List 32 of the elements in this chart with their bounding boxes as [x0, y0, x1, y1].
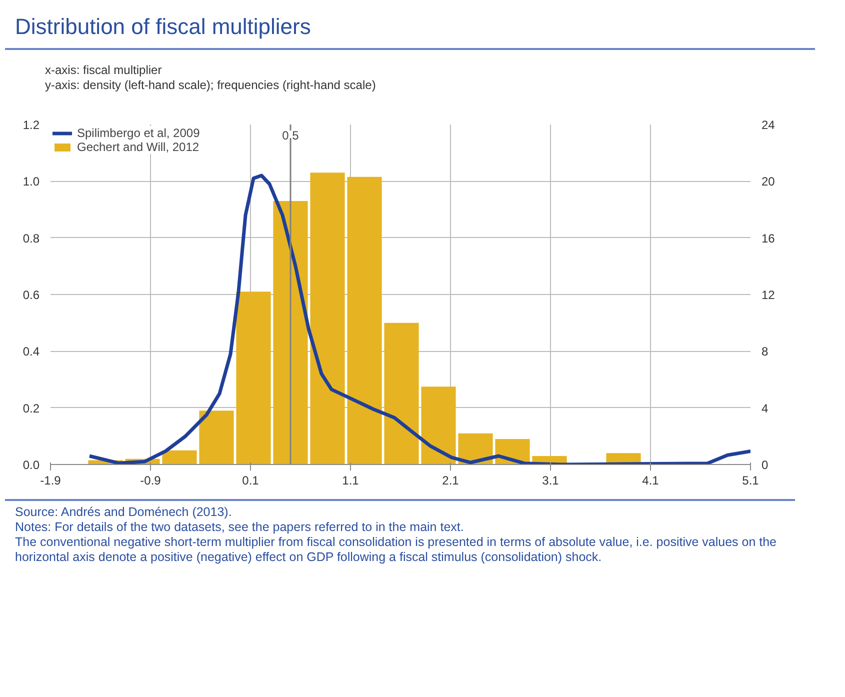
x-tick-label: -1.9 — [40, 474, 62, 488]
text: The conventional negative short-term multiplier from fiscal consolidation is presented in terms of absolute value, i.e. positive values on the horizontal axis denote a positive (negative) effect on GDP following a fiscal stimulus (consolidation) shock. — [15, 535, 776, 564]
y-tick-label: 0.6 — [22, 288, 40, 302]
y-tick-label: 0.8 — [22, 231, 40, 246]
x-tick-label: -0.9 — [140, 474, 162, 488]
y2-tick-label: 12 — [762, 288, 776, 302]
line-series — [88, 174, 750, 464]
y2-tick-label: 24 — [762, 118, 776, 132]
ref-line-label: 0.5 — [282, 128, 300, 142]
legend-label: Gechert and Will, 2012 — [77, 140, 200, 154]
y-tick-label: 0.2 — [22, 401, 40, 416]
x-tick-label: 3.1 — [542, 474, 560, 488]
text: Notes: For details of the two datasets, see the papers referred to in the main text. — [15, 520, 464, 534]
text: y-axis: density (left-hand scale); frequencies (right-hand scale) — [45, 78, 376, 92]
y2-tick-label: 4 — [762, 401, 768, 416]
y2-tick-label: 16 — [762, 231, 776, 246]
text: x-axis: fiscal multiplier — [45, 63, 162, 77]
y2-tick-label: 0 — [762, 458, 768, 472]
y-tick-label: 0.4 — [22, 344, 40, 359]
source-note: Source: Andrés and Doménech (2013). — [15, 505, 232, 519]
x-tick-label: 2.1 — [442, 474, 460, 488]
x-tick-label: 5.1 — [742, 474, 760, 488]
y2-tick-label: 8 — [762, 344, 768, 359]
x-tick-label: 0.1 — [242, 474, 260, 488]
legend-label: Spilimbergo et al, 2009 — [77, 126, 200, 140]
y-tick-label: 1.2 — [22, 118, 40, 132]
x-tick-label: 4.1 — [642, 474, 660, 488]
y-tick-label: 1.0 — [22, 174, 40, 189]
y-tick-label: 0.0 — [22, 458, 40, 472]
y2-tick-label: 20 — [762, 174, 776, 189]
chart-title: Distribution of fiscal multipliers — [5, 5, 815, 50]
x-tick-label: 1.1 — [342, 474, 360, 488]
